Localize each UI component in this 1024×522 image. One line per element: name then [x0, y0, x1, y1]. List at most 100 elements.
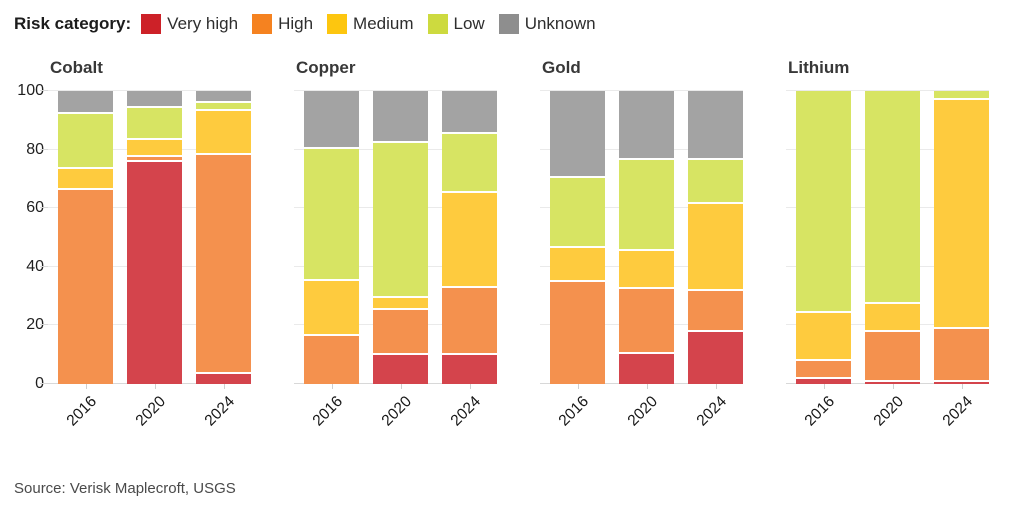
bar-segment-medium [550, 246, 605, 280]
x-axis-tick-2016 [577, 384, 579, 389]
legend-item-low: Low [427, 14, 485, 34]
plot-area-lithium: 2016 2020 2024 [786, 90, 989, 429]
unknown-swatch-icon [498, 14, 519, 34]
bar-segment-very-high [442, 353, 497, 384]
bar-segment-medium [934, 98, 989, 327]
bar-segment-medium [127, 137, 182, 156]
bar-segment-unknown [550, 91, 605, 176]
x-axis-tick-2016 [823, 384, 825, 389]
y-axis-tick-40 [40, 265, 48, 267]
bar-segment-very-high [127, 159, 182, 384]
bar-segment-very-high [934, 379, 989, 384]
y-axis-label-80: 80 [26, 140, 44, 158]
bar-segment-low [127, 105, 182, 138]
bar-copper-2024 [442, 91, 497, 384]
bar-segment-high [550, 280, 605, 384]
x-axis-label-2024: 2024 [939, 393, 976, 430]
bar-lithium-2020 [865, 91, 920, 384]
bar-segment-high [688, 288, 743, 330]
bar-segment-medium [796, 310, 851, 360]
bar-segment-low [196, 101, 251, 109]
bar-segment-very-high [688, 329, 743, 384]
panel-title-cobalt: Cobalt [50, 58, 103, 77]
x-axis-tick-2024 [223, 384, 225, 389]
legend-label-high: High [278, 14, 314, 33]
panel-copper: Copper 2016 2020 2024 [294, 58, 497, 429]
y-axis-label-0: 0 [14, 375, 44, 393]
bar-segment-unknown [304, 91, 359, 147]
x-axis-label-2020: 2020 [624, 393, 661, 430]
bar-copper-2020 [373, 91, 428, 384]
risk-legend: Risk category: Very high High Medium Low… [0, 0, 1024, 34]
bar-segment-medium [865, 301, 920, 330]
bar-segment-low [442, 132, 497, 191]
very-high-swatch-icon [141, 14, 162, 34]
bar-segment-low [934, 91, 989, 99]
bar-segment-high [796, 359, 851, 377]
legend-label-unknown: Unknown [524, 14, 596, 33]
legend-label-low: Low [453, 14, 485, 33]
y-axis-tick-20 [40, 324, 48, 326]
gridline-100 [48, 90, 251, 91]
x-axis-label-2024: 2024 [201, 393, 238, 430]
bar-segment-medium [58, 167, 113, 188]
gridline-100 [786, 90, 989, 91]
legend-item-high: High [252, 14, 313, 34]
bar-segment-medium [442, 190, 497, 286]
bar-segment-high [619, 287, 674, 352]
bar-segment-unknown [373, 91, 428, 141]
bar-segment-low [304, 146, 359, 279]
y-axis: 0 20 40 60 80 100 [14, 82, 48, 392]
bar-gold-2024 [688, 91, 743, 384]
bar-segment-medium [196, 108, 251, 153]
y-axis-tick-60 [40, 207, 48, 209]
bar-gold-2016 [550, 91, 605, 384]
bar-gold-2020 [619, 91, 674, 384]
bar-segment-high [865, 329, 920, 380]
stacked-bar-charts: 0 20 40 60 80 100 Cobalt 2016 2020 2024 Copper 2016… [0, 58, 1024, 429]
x-axis-tick-2020 [154, 384, 156, 389]
y-axis-tick-0 [40, 383, 48, 384]
x-axis-tick-2024 [469, 384, 471, 389]
bar-segment-very-high [196, 372, 251, 384]
y-axis-tick-100 [40, 90, 48, 91]
bar-segment-unknown [58, 91, 113, 112]
bar-segment-low [373, 140, 428, 297]
bar-segment-low [796, 91, 851, 311]
plot-area-gold: 2016 2020 2024 [540, 90, 743, 429]
plot-area-copper: 2016 2020 2024 [294, 90, 497, 429]
high-swatch-icon [252, 14, 273, 34]
bar-segment-high [373, 307, 428, 354]
bar-segment-low [865, 91, 920, 302]
y-axis-label-20: 20 [26, 316, 44, 334]
bar-lithium-2016 [796, 91, 851, 384]
bar-cobalt-2024 [196, 91, 251, 384]
legend-item-unknown: Unknown [498, 14, 596, 34]
bar-segment-very-high [796, 376, 851, 384]
gridline-100 [294, 90, 497, 91]
bar-segment-high [58, 187, 113, 384]
x-axis-label-2016: 2016 [801, 393, 838, 430]
bar-lithium-2024 [934, 91, 989, 384]
bar-segment-high [127, 155, 182, 160]
panel-cobalt: Cobalt 2016 2020 2024 [40, 58, 251, 429]
bar-segment-high [934, 326, 989, 380]
x-axis-label-2020: 2020 [132, 393, 169, 430]
panel-lithium: Lithium 2016 2020 2024 [786, 58, 989, 429]
bar-segment-low [688, 158, 743, 203]
bar-cobalt-2020 [127, 91, 182, 384]
x-axis-tick-2016 [331, 384, 333, 389]
bar-segment-unknown [127, 91, 182, 106]
legend-label-very-high: Very high [167, 14, 239, 33]
x-axis-label-2016: 2016 [63, 393, 100, 430]
panel-title-copper: Copper [296, 58, 356, 77]
y-axis-label-40: 40 [26, 257, 44, 275]
bar-segment-medium [688, 202, 743, 289]
gridline-100 [540, 90, 743, 91]
bar-segment-unknown [688, 91, 743, 159]
x-axis-tick-2020 [400, 384, 402, 389]
bar-segment-medium [373, 296, 428, 308]
x-axis-label-2020: 2020 [870, 393, 907, 430]
x-axis-label-2016: 2016 [309, 393, 346, 430]
y-axis-tick-80 [40, 148, 48, 150]
